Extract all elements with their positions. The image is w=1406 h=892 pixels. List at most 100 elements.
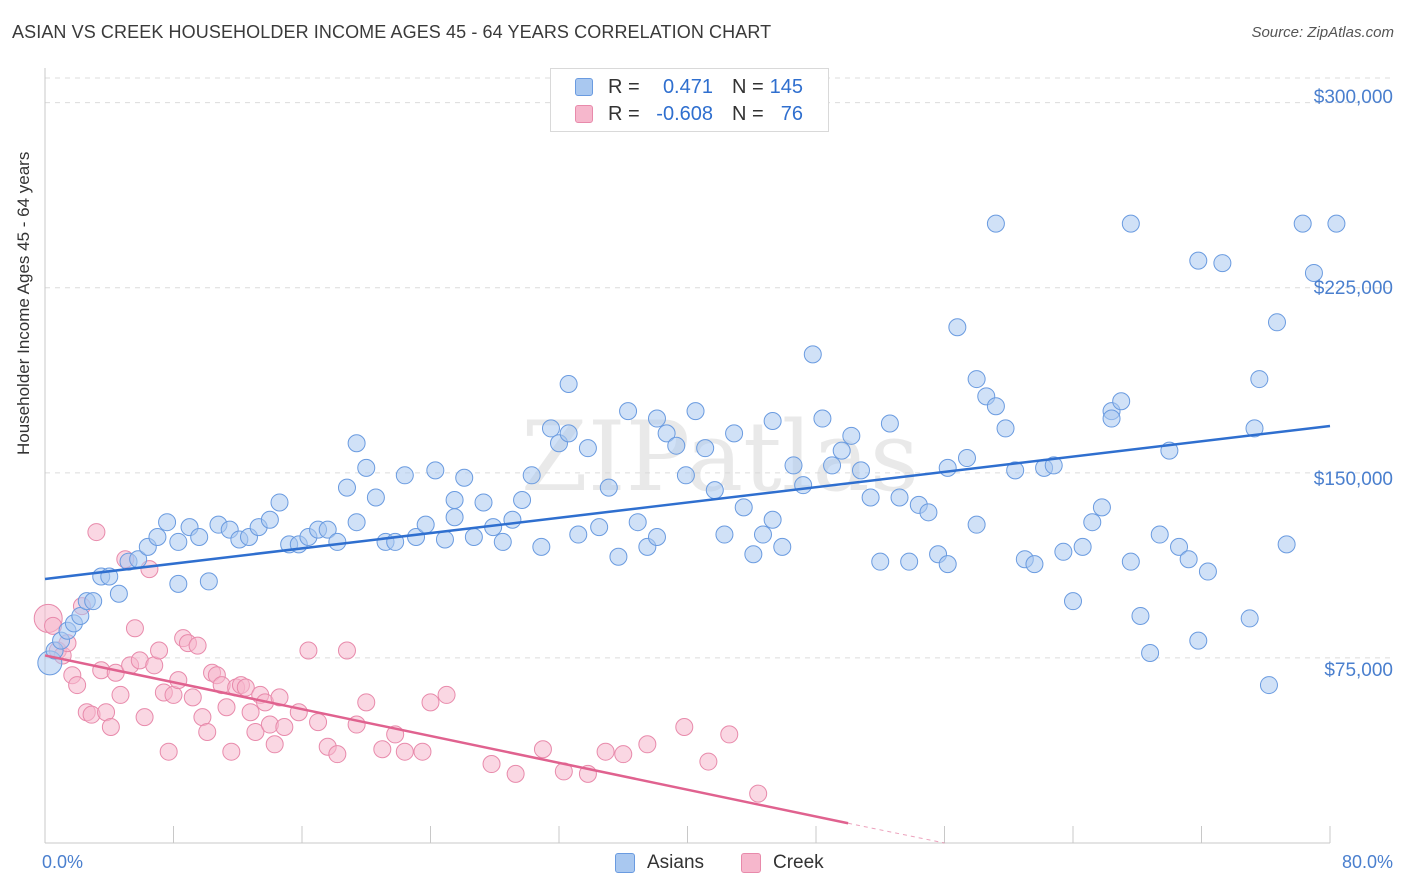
asians-point	[590, 518, 609, 537]
asians-point	[647, 409, 666, 428]
asians-point	[1267, 313, 1286, 332]
creek-point	[169, 671, 188, 690]
asians-point	[823, 456, 842, 475]
asians-point	[734, 498, 753, 517]
creek-point	[183, 688, 202, 707]
asians-point	[1189, 251, 1208, 270]
asians-point	[851, 461, 870, 480]
asians-point	[1198, 562, 1217, 581]
creek-point	[150, 641, 169, 660]
creek-trendline-extension	[848, 822, 945, 844]
asians-point	[715, 525, 734, 544]
asians-point	[1189, 631, 1208, 650]
asians-point	[667, 436, 686, 455]
asians-point	[270, 493, 289, 512]
asians-point	[435, 530, 454, 549]
asians-point	[803, 345, 822, 364]
creek-point	[188, 636, 207, 655]
asians-point	[1170, 537, 1189, 556]
asians-point	[900, 552, 919, 571]
creek-point	[413, 742, 432, 761]
asians-point	[773, 537, 792, 556]
asians-point	[686, 402, 705, 421]
asians-point	[880, 414, 899, 433]
y-tick-label: $150,000	[1313, 469, 1393, 490]
asians-point	[967, 515, 986, 534]
asians-point	[986, 214, 1005, 233]
asians-point	[158, 513, 177, 532]
creek-point	[328, 745, 347, 764]
asians-point	[996, 419, 1015, 438]
asians-point	[753, 525, 772, 544]
creek-point	[270, 688, 289, 707]
asians-point	[474, 493, 493, 512]
creek-point	[135, 708, 154, 727]
creek-point	[482, 755, 501, 774]
asians-point	[559, 424, 578, 443]
asians-point	[347, 513, 366, 532]
asians-point	[464, 528, 483, 546]
asians-point	[532, 537, 551, 556]
asians-point	[705, 481, 724, 500]
stats-legend: R = 0.471 N = 145 R = -0.608 N = 76	[550, 68, 829, 132]
creek-point	[699, 752, 718, 771]
asians-r-value: 0.471	[662, 76, 713, 98]
asians-point	[599, 478, 618, 497]
asians-point	[725, 424, 744, 443]
asians-legend-label: Asians	[647, 852, 705, 873]
creek-point	[299, 641, 318, 660]
asians-point	[1179, 550, 1198, 569]
asians-point	[744, 545, 763, 564]
asians-point	[1250, 370, 1269, 389]
asians-point	[395, 466, 414, 485]
creek-point	[265, 735, 284, 754]
creek-trendline	[44, 654, 849, 825]
asians-point	[890, 488, 909, 507]
asians-point	[109, 584, 128, 603]
asians-swatch	[575, 78, 593, 96]
asians-point	[938, 555, 957, 574]
creek-point	[437, 685, 456, 704]
asians-point	[1304, 263, 1323, 282]
chart-source: Source: ZipAtlas.com	[1251, 24, 1394, 41]
chart-title: ASIAN VS CREEK HOUSEHOLDER INCOME AGES 4…	[12, 22, 772, 42]
creek-point	[533, 740, 552, 759]
asians-point	[416, 515, 435, 534]
creek-legend-swatch	[741, 853, 761, 873]
asians-point	[938, 458, 957, 477]
asians-point	[493, 532, 512, 551]
asians-point	[1044, 456, 1063, 475]
asians-point	[318, 520, 337, 539]
creek-point	[638, 735, 657, 754]
asians-point	[861, 488, 880, 507]
creek-point	[222, 742, 241, 761]
creek-point	[506, 764, 525, 783]
legend-row-creek: R = -0.608 N = 76	[551, 101, 828, 127]
asians-point	[169, 574, 188, 593]
asians-point	[522, 466, 541, 485]
asians-point	[260, 510, 279, 529]
asians-point	[1054, 542, 1073, 561]
asians-point	[1083, 513, 1102, 532]
creek-point	[68, 676, 87, 695]
asians-point	[832, 441, 851, 460]
asians-point	[328, 532, 347, 551]
creek-point	[395, 742, 414, 761]
asians-point	[366, 488, 385, 507]
asians-legend-swatch	[615, 853, 635, 873]
creek-point	[236, 678, 255, 697]
x-tick-label-max: 80.0%	[1341, 852, 1393, 872]
asians-point	[609, 547, 628, 566]
asians-point	[199, 572, 218, 591]
creek-point	[111, 685, 130, 704]
asians-point	[1213, 254, 1232, 273]
asians-point	[84, 592, 103, 611]
y-tick-label: $300,000	[1313, 87, 1393, 108]
creek-point	[421, 693, 440, 712]
creek-legend-label: Creek	[773, 852, 824, 873]
creek-swatch	[575, 105, 593, 123]
asians-point	[794, 476, 813, 495]
creek-point	[275, 718, 294, 737]
y-tick-label: $75,000	[1324, 660, 1393, 681]
